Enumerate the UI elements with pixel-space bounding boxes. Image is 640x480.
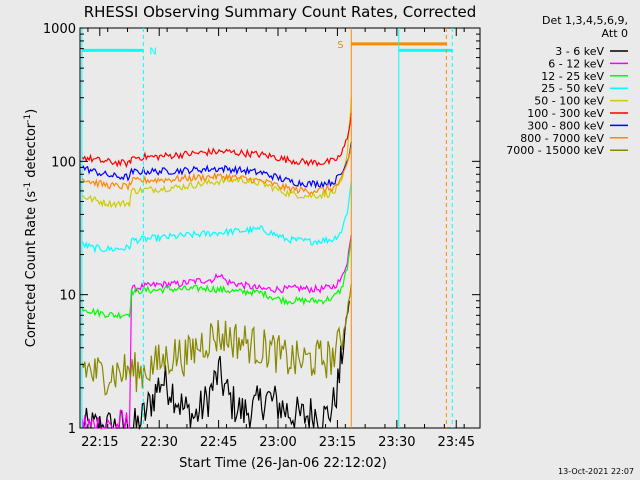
- series-line-2: [81, 234, 352, 430]
- legend-header-2: Att 0: [602, 27, 628, 40]
- axis-ticks: 1 10 100 1000 22:15 22:30 22:45 23:00 23:15 23:30…: [43, 22, 480, 450]
- y-axis-label: Corrected Count Rate (s-1 detector-1): [23, 109, 39, 347]
- series-line-5: [81, 97, 352, 209]
- series-line-4: [81, 181, 352, 254]
- y-tick-label-4: 1000: [43, 22, 76, 37]
- x-tick-label-2: 22:30: [140, 435, 177, 450]
- footer-date: 13-Oct-2021 22:07: [558, 467, 634, 476]
- annotation-layer: NS: [81, 28, 453, 428]
- legend-label-8: 800 - 7000 keV: [520, 132, 604, 145]
- plot-frame: [79, 27, 481, 429]
- chart-title: RHESSI Observing Summary Count Rates, Co…: [84, 3, 477, 21]
- y-tick-label-1: 1: [68, 422, 76, 437]
- legend-label-4: 25 - 50 keV: [541, 82, 604, 95]
- series-line-1: [81, 300, 350, 431]
- x-tick-label-7: 23:45: [438, 435, 475, 450]
- ylabel-end: ): [24, 109, 39, 114]
- legend-label-7: 300 - 800 keV: [527, 119, 604, 132]
- series-line-3: [81, 239, 352, 320]
- ylabel-main: Corrected Count Rate (s: [24, 191, 39, 348]
- ylabel-sup1: -1: [23, 182, 33, 191]
- ylabel-mid: detector: [24, 122, 39, 182]
- series-line-7: [81, 141, 352, 189]
- x-tick-label-6: 23:30: [378, 435, 415, 450]
- y-tick-label-3: 100: [51, 155, 76, 170]
- y-tick-label-2: 10: [59, 289, 76, 304]
- legend-label-9: 7000 - 15000 keV: [506, 144, 604, 157]
- legend-label-1: 3 - 6 keV: [555, 45, 604, 58]
- x-tick-label-5: 23:15: [319, 435, 356, 450]
- x-tick-label-1: 22:15: [81, 435, 118, 450]
- data-layer: [81, 97, 352, 431]
- series-line-6: [81, 113, 352, 169]
- legend-label-6: 100 - 300 keV: [527, 107, 604, 120]
- x-tick-label-3: 22:45: [200, 435, 237, 450]
- legend-label-2: 6 - 12 keV: [548, 57, 604, 70]
- legend-header-1: Det 1,3,4,5,6,9,: [542, 14, 628, 27]
- series-line-9: [81, 284, 352, 396]
- n-label: N: [149, 46, 156, 57]
- legend-label-3: 12 - 25 keV: [541, 70, 604, 83]
- series-line-8: [81, 145, 352, 196]
- x-axis-label: Start Time (26-Jan-06 22:12:02): [179, 456, 387, 471]
- s-label: S: [337, 40, 343, 51]
- x-tick-label-4: 23:00: [259, 435, 296, 450]
- ylabel-sup2: -1: [23, 114, 33, 123]
- legend-label-5: 50 - 100 keV: [534, 95, 604, 108]
